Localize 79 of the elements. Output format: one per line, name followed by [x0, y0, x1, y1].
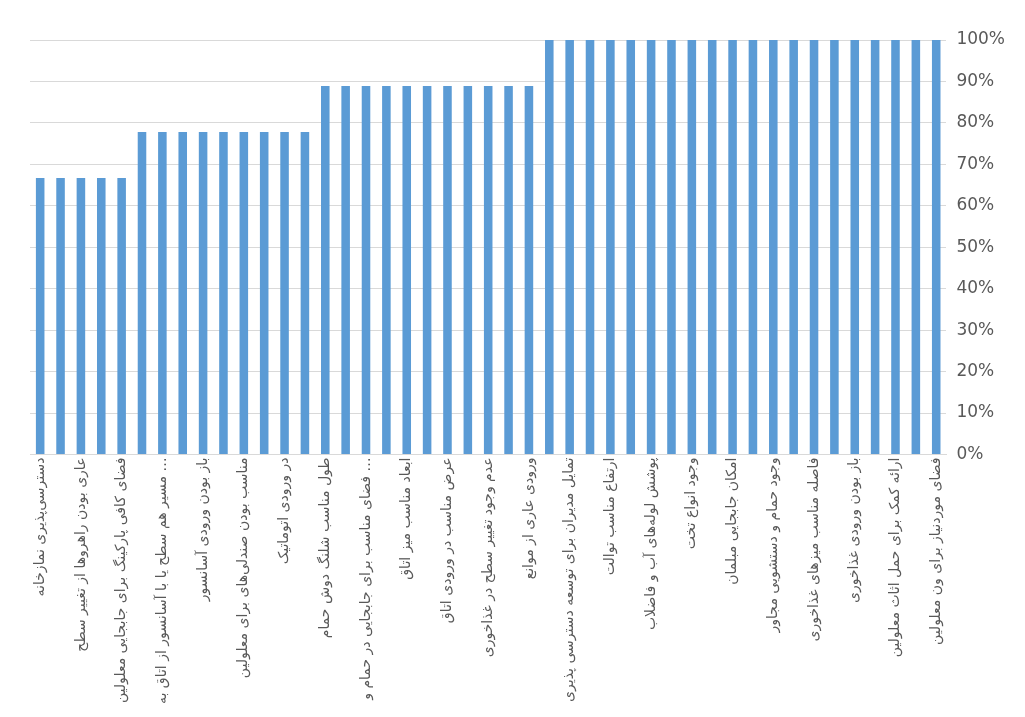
x-tick-label: ارتفاع مناسب توالت — [601, 457, 619, 576]
bar — [891, 40, 900, 454]
y-tick-label: 100% — [956, 28, 1006, 49]
bar — [850, 40, 860, 454]
y-tick-label: 50% — [956, 235, 995, 256]
bar — [402, 86, 412, 454]
x-tick-label: مناسب بودن صندلی‌های برای معلولین — [234, 457, 252, 679]
bar — [646, 40, 656, 454]
bar — [300, 132, 310, 454]
bar — [707, 40, 717, 454]
y-tick-label: 40% — [956, 277, 995, 298]
bar — [117, 178, 126, 454]
x-tick-label: ورودی عاری از موانع — [519, 457, 537, 580]
bar — [239, 132, 249, 454]
bar — [443, 86, 452, 454]
bar — [504, 86, 513, 454]
y-tick-label: 80% — [956, 111, 995, 132]
y-tick-label: 70% — [956, 152, 995, 173]
bar — [361, 86, 371, 454]
x-tick-label: پوشش لوله‌های آب و فاضلاب — [641, 457, 659, 631]
bar — [422, 86, 432, 454]
bar — [178, 132, 188, 454]
x-tick-label: باز بودن ورودی غذاخوری — [845, 457, 863, 604]
y-tick-label: 10% — [956, 401, 995, 422]
x-tick-label: در ورودی اتوماتیک — [275, 457, 293, 565]
bar — [259, 132, 269, 454]
bar — [728, 40, 737, 454]
bar — [789, 40, 798, 454]
x-tick-label: ابعاد مناسب میز اتاق — [397, 457, 415, 580]
bar — [382, 86, 391, 454]
bar — [748, 40, 758, 454]
bar — [626, 40, 636, 454]
x-tick-label: مسیر هم سطح یا با آسانسور از اتاق به … — [153, 457, 171, 704]
bar — [198, 132, 208, 454]
bar — [687, 40, 697, 454]
x-tick-label: فاصله مناسب میزهای غذاخوری — [804, 457, 822, 642]
bar — [341, 86, 350, 454]
x-tick-label: عرض مناسب در ورودی اتاق — [438, 457, 456, 624]
x-tick-label: وجود حمام و دستشویی مجاور — [763, 457, 781, 634]
bar — [830, 40, 839, 454]
bar — [524, 86, 534, 454]
bar — [463, 86, 473, 454]
bar — [321, 86, 330, 454]
x-tick-label: امکان جابجایی مبلمان — [723, 457, 740, 585]
y-tick-label: 60% — [956, 194, 995, 215]
bar — [76, 178, 86, 454]
x-tick-label: عدم وجود تغییر سطح در غذاخوری — [478, 457, 496, 658]
bar — [911, 40, 921, 454]
bar — [483, 86, 493, 454]
y-tick-label: 20% — [956, 360, 995, 381]
bar — [35, 178, 45, 454]
x-tick-label: باز بودن ورودی آسانسور — [193, 457, 211, 603]
x-tick-label: طول مناسب شلنگ دوش حمام — [315, 457, 333, 639]
x-tick-label: عاری بودن راهروها از تغییر سطح — [71, 457, 89, 652]
x-tick-label: فضای مناسب برای جابجایی در حمام و … — [356, 457, 374, 701]
bar — [545, 40, 554, 454]
bar — [809, 40, 819, 454]
bar — [280, 132, 289, 454]
bar — [56, 178, 65, 454]
bar — [931, 40, 941, 454]
x-tick-label: تمایل مدیران برای توسعه دسترسی پذیری — [560, 457, 578, 702]
bar — [870, 40, 880, 454]
bar — [667, 40, 676, 454]
y-tick-label: 90% — [956, 69, 995, 90]
bar — [585, 40, 595, 454]
x-tick-label: ارائه کمک برای حمل اثاث معلولین — [886, 457, 904, 658]
x-tick-label: دسترسی‌پذیری نمازخانه — [30, 457, 48, 597]
bar — [565, 40, 574, 454]
bar — [219, 132, 228, 454]
bar — [137, 132, 147, 454]
x-tick-label: فضای کافی پارکینگ برای جابجایی معلولین — [112, 457, 130, 704]
bar — [97, 178, 106, 454]
y-tick-label: 0% — [956, 442, 984, 463]
y-tick-label: 30% — [956, 318, 995, 339]
x-tick-label: فضای موردنیاز برای ون معلولین — [926, 457, 944, 646]
bar — [769, 40, 778, 454]
x-tick-label: وجود انواع تخت — [682, 457, 700, 550]
bar — [606, 40, 615, 454]
bar — [158, 132, 167, 454]
